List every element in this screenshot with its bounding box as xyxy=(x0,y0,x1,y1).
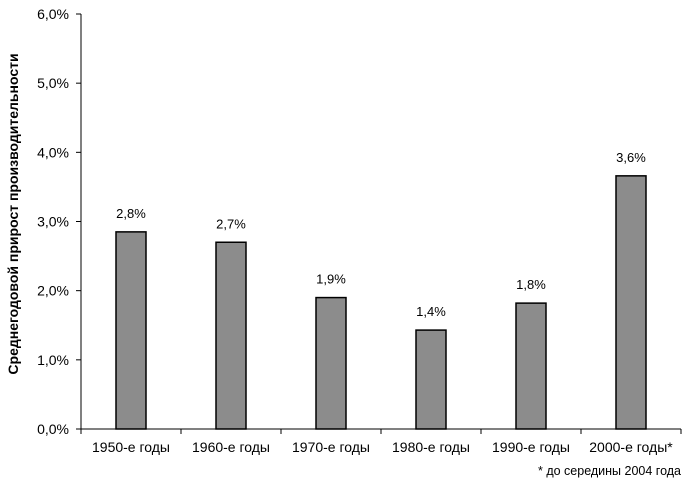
data-label: 1,8% xyxy=(516,277,546,292)
y-tick-label: 4,0% xyxy=(37,144,69,160)
bar xyxy=(215,241,247,430)
x-tick-label: 2000-е годы* xyxy=(589,439,673,455)
x-tick-label: 1990-е годы xyxy=(492,439,570,455)
x-tick-label: 1950-е годы xyxy=(92,439,170,455)
y-tick-label: 3,0% xyxy=(37,214,69,230)
footnote: * до середины 2004 года xyxy=(538,464,681,478)
data-label: 2,8% xyxy=(116,206,146,221)
x-tick-label: 1960-е годы xyxy=(192,439,270,455)
x-tick-label: 1980-е годы xyxy=(392,439,470,455)
bar xyxy=(615,175,647,430)
bar xyxy=(315,296,347,430)
y-axis: 0,0% 1,0% 2,0% 3,0% 4,0% 5,0% 6,0% xyxy=(37,6,82,437)
data-label: 3,6% xyxy=(616,150,646,165)
y-tick-label: 6,0% xyxy=(37,6,69,22)
data-label: 1,9% xyxy=(316,272,346,287)
x-axis: 1950-е годы 1960-е годы 1970-е годы 1980-е … xyxy=(80,428,682,455)
bar xyxy=(515,302,547,430)
bars: 2,8% 2,7% 1,9% 1,4% 1,8% 3,6% xyxy=(115,150,647,430)
y-tick-label: 1,0% xyxy=(37,352,69,368)
data-label: 1,4% xyxy=(416,304,446,319)
y-tick-label: 0,0% xyxy=(37,421,69,437)
y-tick-label: 2,0% xyxy=(37,283,69,299)
data-label: 2,7% xyxy=(216,216,246,231)
bar xyxy=(115,231,147,430)
x-tick-label: 1970-е годы xyxy=(292,439,370,455)
y-tick-label: 5,0% xyxy=(37,75,69,91)
bar xyxy=(415,329,447,430)
y-axis-title: Среднегодовой прирост производительности xyxy=(5,53,21,374)
